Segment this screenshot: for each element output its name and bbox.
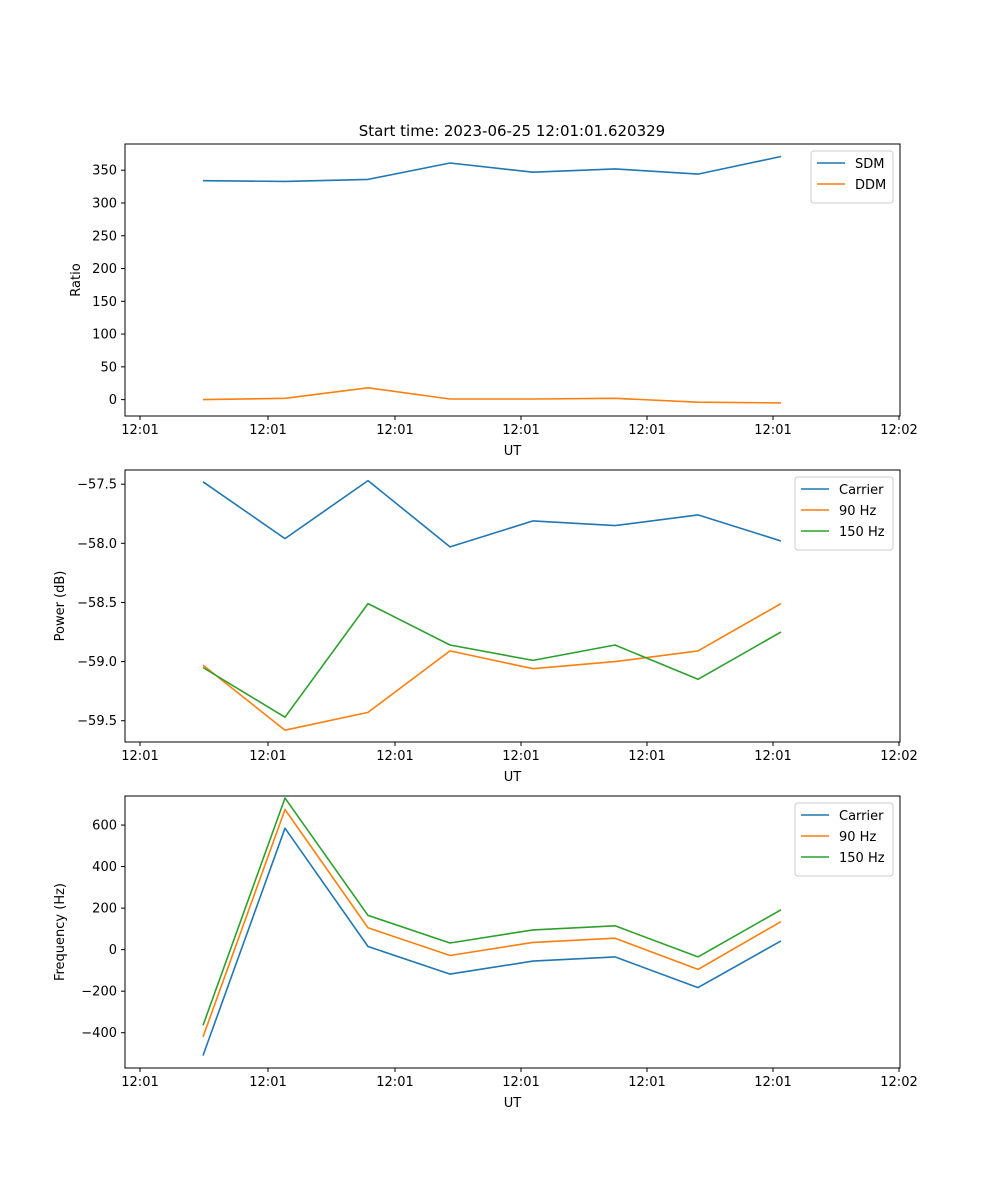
y-tick-label: 200	[92, 262, 117, 277]
x-axis-label: UT	[504, 444, 522, 459]
chart-panel-1: 12:01 12:01 12:01 12:01 12:01 12:01 12:02 UT 0 50…	[69, 143, 918, 459]
series-line-90-hz	[202, 808, 782, 1038]
y-tick-label: 300	[92, 196, 117, 211]
x-tick-label: 12:01	[121, 423, 158, 438]
x-tick-label: 12:01	[121, 1075, 158, 1090]
x-tick-label: 12:02	[880, 1075, 917, 1090]
y-tick-label: −400	[81, 1026, 117, 1041]
y-tick-label: −59.0	[77, 655, 117, 670]
series-line-carrier	[202, 827, 782, 1056]
x-tick-label: 12:01	[249, 749, 286, 764]
y-tick-label: −58.0	[77, 537, 117, 552]
series-line-150-hz	[202, 797, 782, 1026]
series-line-150-hz	[202, 602, 782, 719]
legend-label: DDM	[855, 178, 886, 193]
x-tick-label: 12:02	[880, 423, 917, 438]
y-tick-label: 400	[92, 860, 117, 875]
legend-box	[810, 150, 894, 204]
chart-panel-2: 12:01 12:01 12:01 12:01 12:01 12:01 12:02 UT −57…	[53, 469, 918, 785]
y-tick-label: −200	[81, 985, 117, 1000]
chart-panel-3: 12:01 12:01 12:01 12:01 12:01 12:01 12:02 UT −40…	[53, 795, 918, 1111]
x-tick-label: 12:01	[502, 1075, 539, 1090]
x-tick-label: 12:01	[628, 423, 665, 438]
y-tick-label: −58.5	[77, 596, 117, 611]
y-tick-label: 150	[92, 295, 117, 310]
plot-frame	[124, 469, 901, 743]
y-tick-label: 200	[92, 902, 117, 917]
series-line-ddm	[202, 386, 782, 404]
x-axis-label: UT	[504, 1096, 522, 1111]
y-tick-label: 0	[109, 393, 117, 408]
x-tick-label: 12:01	[376, 423, 413, 438]
x-tick-label: 12:01	[249, 423, 286, 438]
x-tick-label: 12:01	[754, 423, 791, 438]
x-tick-label: 12:01	[249, 1075, 286, 1090]
x-tick-label: 12:01	[121, 749, 158, 764]
x-tick-label: 12:01	[628, 1075, 665, 1090]
y-tick-label: 0	[109, 943, 117, 958]
legend-label: Carrier	[839, 483, 884, 498]
legend-label: 90 Hz	[839, 504, 876, 519]
series-line-carrier	[202, 479, 782, 548]
legend: Carrier 90 Hz 150 Hz	[794, 476, 894, 551]
x-tick-label: 12:01	[376, 1075, 413, 1090]
y-tick-label: 250	[92, 229, 117, 244]
series-line-90-hz	[202, 602, 782, 732]
x-tick-label: 12:01	[754, 1075, 791, 1090]
legend-label: 150 Hz	[839, 525, 885, 540]
x-tick-label: 12:01	[628, 749, 665, 764]
y-axis-label: Ratio	[69, 263, 84, 296]
legend: Carrier 90 Hz 150 Hz	[794, 802, 894, 877]
y-tick-label: 600	[92, 819, 117, 834]
series-line-sdm	[202, 155, 782, 183]
legend-label: SDM	[855, 157, 884, 172]
x-axis-label: UT	[504, 770, 522, 785]
y-axis-label: Power (dB)	[53, 571, 68, 642]
y-tick-label: 100	[92, 328, 117, 343]
x-tick-label: 12:01	[376, 749, 413, 764]
legend: SDM DDM	[810, 150, 894, 204]
x-tick-label: 12:02	[880, 749, 917, 764]
x-tick-label: 12:01	[502, 423, 539, 438]
y-tick-label: 50	[100, 360, 117, 375]
plot-frame	[124, 143, 901, 417]
legend-label: 150 Hz	[839, 851, 885, 866]
x-tick-label: 12:01	[754, 749, 791, 764]
y-axis-label: Frequency (Hz)	[53, 883, 68, 981]
legend-label: 90 Hz	[839, 830, 876, 845]
y-tick-label: −57.5	[77, 478, 117, 493]
y-tick-label: 350	[92, 164, 117, 179]
y-tick-label: −59.5	[77, 714, 117, 729]
legend-label: Carrier	[839, 809, 884, 824]
x-tick-label: 12:01	[502, 749, 539, 764]
plot-frame	[124, 795, 901, 1069]
figure-title: Start time: 2023-06-25 12:01:01.620329	[359, 122, 665, 140]
